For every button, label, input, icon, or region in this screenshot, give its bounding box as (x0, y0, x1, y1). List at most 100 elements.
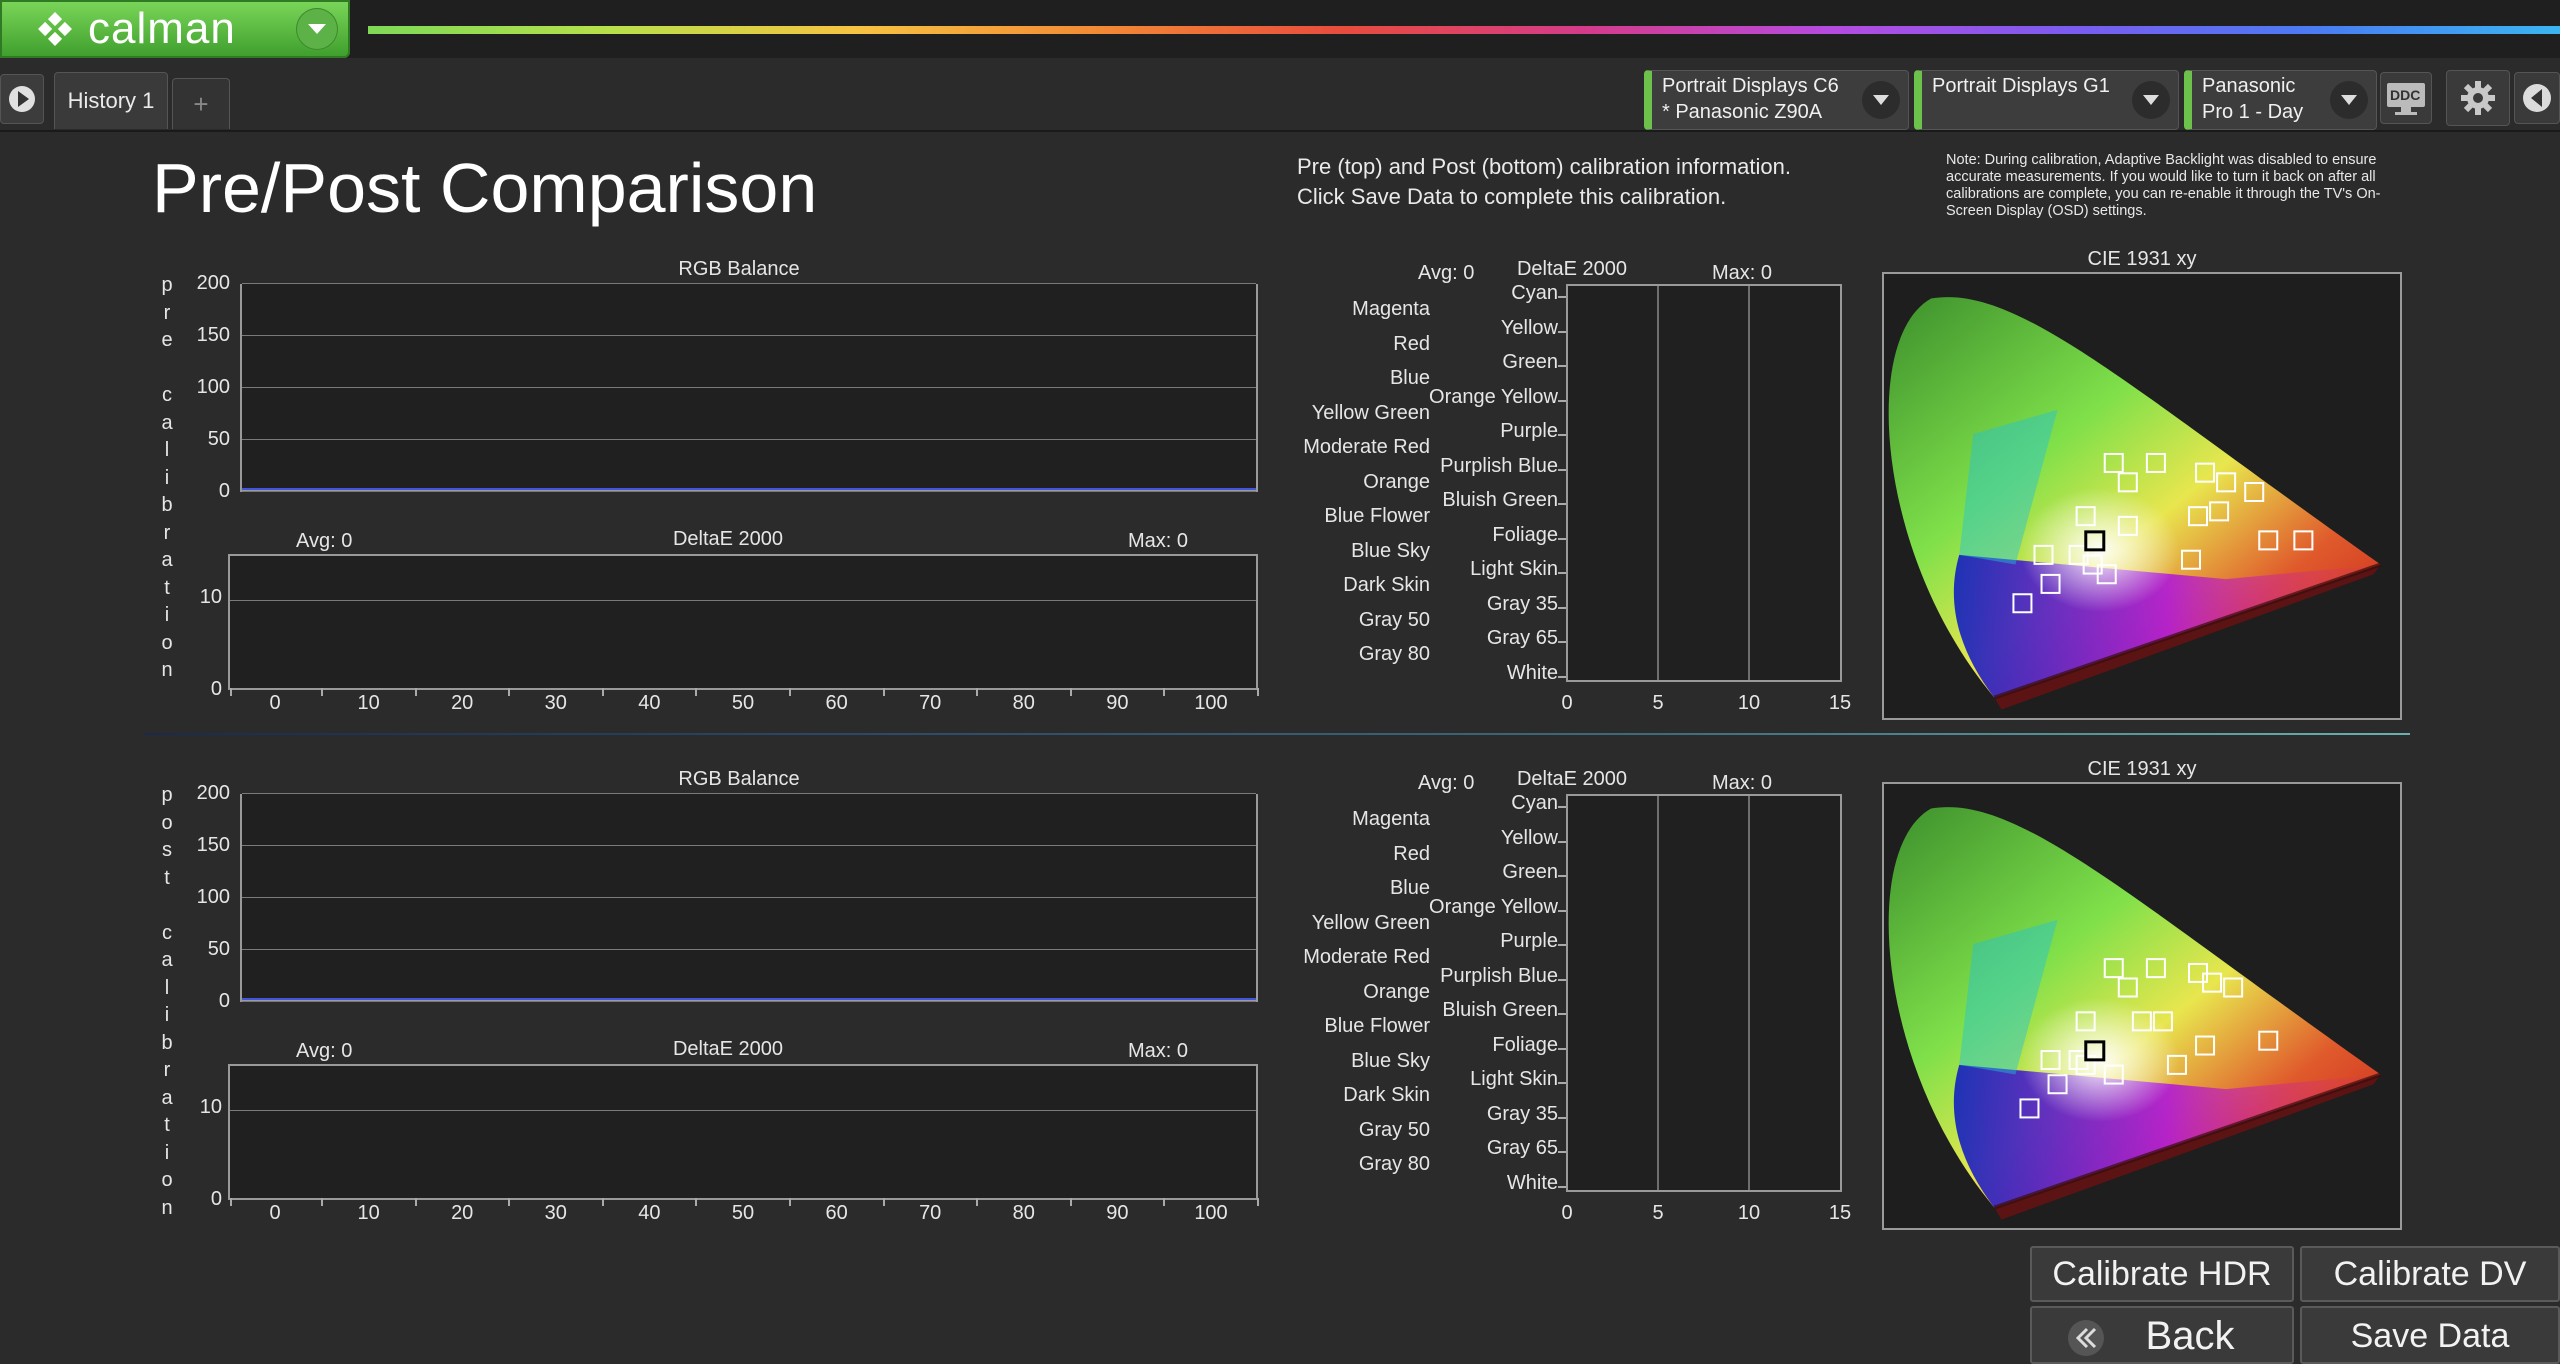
calibrate-dv-button[interactable]: Calibrate DV (2300, 1246, 2560, 1302)
avg-label: Avg: 0 (296, 1040, 353, 1062)
category-label: Purplish Blue (1440, 454, 1558, 477)
target-marker (2223, 977, 2244, 998)
app-menu-dropdown[interactable] (296, 8, 338, 50)
x-tick-label: 10 (1737, 1202, 1761, 1224)
x-tick-mark (1163, 688, 1166, 696)
x-tick-label: 50 (731, 1202, 755, 1224)
x-tick-label: 40 (638, 692, 661, 714)
category-label: Purple (1500, 930, 1558, 952)
collapse-panel-button[interactable] (2514, 72, 2560, 124)
y-tick-mark (1558, 468, 1566, 471)
deltae-title: DeltaE 2000 (672, 1038, 784, 1060)
progress-rainbow-bar (368, 26, 2560, 34)
x-tick-label: 20 (451, 1202, 474, 1224)
post-rgb-balance-plot (240, 793, 1258, 1002)
chevron-down-icon[interactable] (2132, 81, 2170, 119)
tab-history-1[interactable]: History 1 (54, 72, 168, 129)
rgb-balance-title: RGB Balance (678, 258, 800, 280)
category-label: Orange (1363, 470, 1430, 493)
target-marker (2103, 452, 2124, 473)
gridline (242, 793, 1256, 794)
x-tick-label: 100 (1194, 692, 1228, 714)
monitor-icon (2387, 83, 2425, 115)
x-tick-label: 90 (1106, 692, 1129, 714)
y-tick-label: 200 (196, 272, 230, 294)
x-tick-label: 10 (357, 1202, 380, 1224)
y-tick-mark (1558, 875, 1566, 877)
pre-colorchecker-deltae-plot (1566, 284, 1842, 682)
x-tick-mark (695, 688, 698, 696)
x-tick-mark (230, 1198, 232, 1206)
y-tick-mark (1558, 1185, 1566, 1188)
gridline (242, 491, 1256, 492)
x-tick-mark (601, 688, 604, 696)
settings-button[interactable] (2446, 70, 2510, 126)
chevron-down-icon[interactable] (1862, 81, 1900, 119)
category-label: Blue Flower (1324, 1015, 1430, 1037)
target-marker (2152, 1011, 2173, 1032)
category-label: Orange Yellow (1429, 895, 1558, 918)
rgb-baseline (242, 488, 1256, 490)
deltae-title: DeltaE 2000 (1516, 768, 1628, 790)
save-data-button[interactable]: Save Data (2300, 1306, 2560, 1364)
y-tick-mark (1558, 1013, 1566, 1015)
y-tick-mark (1558, 399, 1566, 402)
target-marker (2202, 972, 2223, 993)
category-label: Foliage (1492, 523, 1558, 546)
back-button[interactable]: Back (2030, 1306, 2294, 1364)
y-tick-label: 0 (210, 1188, 222, 1210)
y-tick-label: 150 (196, 834, 230, 856)
category-label: Blue Sky (1351, 1049, 1430, 1072)
y-tick-label: 150 (196, 324, 230, 346)
ddc-button[interactable]: DDC (2380, 72, 2432, 124)
target-marker (2195, 462, 2216, 483)
category-label: Orange Yellow (1429, 385, 1558, 408)
gridline (230, 1110, 1256, 1111)
gridline (242, 335, 1256, 336)
x-tick-label: 5 (1652, 692, 1664, 714)
target-marker (2181, 549, 2202, 570)
x-tick-mark (976, 1198, 979, 1206)
x-tick-mark (882, 688, 885, 696)
y-tick-label: 0 (210, 678, 222, 700)
device-source-display[interactable]: Panasonic Pro 1 - Day (2184, 70, 2377, 130)
category-label: Cyan (1511, 792, 1558, 814)
x-tick-label: 60 (825, 692, 848, 714)
category-label: Yellow Green (1311, 911, 1430, 934)
y-tick-label: 200 (196, 782, 230, 804)
max-label: Max: 0 (1128, 530, 1189, 552)
category-label: Magenta (1352, 298, 1430, 320)
category-label: White (1506, 1171, 1558, 1194)
target-marker (2117, 977, 2138, 998)
chevron-down-icon (308, 24, 326, 34)
cie-diagram (1888, 807, 2382, 1220)
gridline (1657, 286, 1659, 680)
category-label: Dark Skin (1343, 1084, 1430, 1106)
post-cie-plot (1882, 782, 2402, 1230)
device-source-meter[interactable]: Portrait Displays C6 * Panasonic Z90A (1644, 70, 1909, 130)
info-line-1: Pre (top) and Post (bottom) calibration … (1297, 154, 1792, 179)
device-source-generator[interactable]: Portrait Displays G1 (1914, 70, 2179, 130)
calibrate-hdr-button[interactable]: Calibrate HDR (2030, 1246, 2294, 1302)
target-marker (2075, 1011, 2096, 1032)
gridline (242, 845, 1256, 846)
target-marker (2209, 501, 2230, 522)
category-label: Bluish Green (1442, 489, 1558, 511)
category-label: Foliage (1492, 1033, 1558, 1056)
target-marker (2012, 593, 2033, 614)
nav-forward-button[interactable] (0, 74, 44, 124)
chevron-down-icon[interactable] (2330, 81, 2368, 119)
y-tick-mark (1558, 537, 1566, 540)
avg-label: Avg: 0 (1418, 262, 1475, 284)
app-name: calman (88, 4, 236, 53)
y-tick-label: 50 (207, 938, 230, 960)
add-tab-button[interactable]: + (172, 78, 230, 129)
x-tick-mark (414, 1198, 417, 1206)
calman-menu-button[interactable]: calman (0, 0, 350, 58)
category-label: Red (1393, 842, 1430, 865)
avg-label: Avg: 0 (296, 530, 353, 552)
y-tick-mark (1558, 606, 1566, 609)
gridline (1748, 796, 1750, 1190)
info-line-2: Click Save Data to complete this calibra… (1297, 184, 1727, 209)
